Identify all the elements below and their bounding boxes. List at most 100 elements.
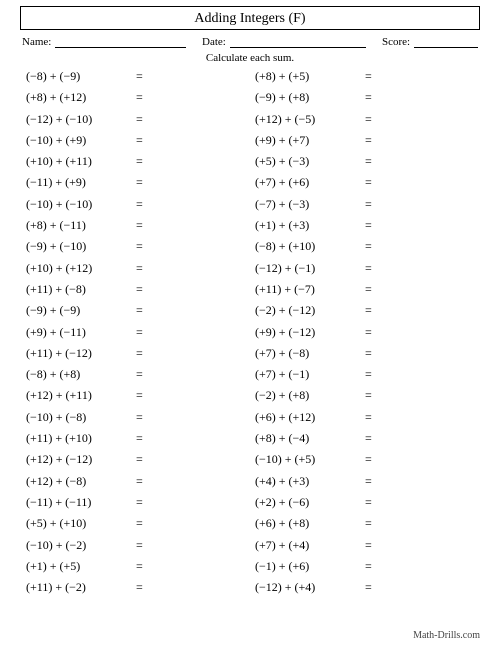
problem-expression: (−7) + (−3) xyxy=(255,198,365,210)
problem-expression: (−8) + (−9) xyxy=(26,70,136,82)
equals-sign: = xyxy=(136,240,148,252)
equals-sign: = xyxy=(136,134,148,146)
equals-sign: = xyxy=(136,368,148,380)
equals-sign: = xyxy=(136,70,148,82)
problem-row: (+5) + (−3)= xyxy=(255,155,474,167)
problem-expression: (−2) + (+8) xyxy=(255,389,365,401)
problem-expression: (−8) + (+10) xyxy=(255,240,365,252)
problem-row: (−9) + (+8)= xyxy=(255,91,474,103)
problem-row: (+10) + (+11)= xyxy=(26,155,245,167)
equals-sign: = xyxy=(136,262,148,274)
equals-sign: = xyxy=(136,432,148,444)
equals-sign: = xyxy=(136,176,148,188)
problem-expression: (−10) + (+5) xyxy=(255,453,365,465)
equals-sign: = xyxy=(365,453,377,465)
equals-sign: = xyxy=(136,453,148,465)
problem-expression: (+12) + (−8) xyxy=(26,475,136,487)
problem-row: (+1) + (+3)= xyxy=(255,219,474,231)
problem-row: (+8) + (−11)= xyxy=(26,219,245,231)
column-right: (+8) + (+5)=(−9) + (+8)=(+12) + (−5)=(+9… xyxy=(255,70,474,602)
problem-expression: (+7) + (+4) xyxy=(255,539,365,551)
equals-sign: = xyxy=(365,198,377,210)
equals-sign: = xyxy=(136,411,148,423)
problem-expression: (+4) + (+3) xyxy=(255,475,365,487)
problem-row: (+11) + (−8)= xyxy=(26,283,245,295)
problem-row: (−2) + (+8)= xyxy=(255,389,474,401)
equals-sign: = xyxy=(365,70,377,82)
name-line xyxy=(55,36,186,48)
equals-sign: = xyxy=(365,262,377,274)
equals-sign: = xyxy=(136,560,148,572)
equals-sign: = xyxy=(365,539,377,551)
equals-sign: = xyxy=(365,411,377,423)
date-label: Date: xyxy=(202,36,226,48)
problem-row: (−8) + (+10)= xyxy=(255,240,474,252)
problem-expression: (−10) + (−10) xyxy=(26,198,136,210)
problem-expression: (−9) + (−10) xyxy=(26,240,136,252)
page-title: Adding Integers (F) xyxy=(194,11,305,26)
equals-sign: = xyxy=(365,581,377,593)
equals-sign: = xyxy=(136,517,148,529)
problem-row: (−10) + (+9)= xyxy=(26,134,245,146)
problem-expression: (+11) + (−7) xyxy=(255,283,365,295)
equals-sign: = xyxy=(136,539,148,551)
equals-sign: = xyxy=(136,496,148,508)
score-line xyxy=(414,36,478,48)
problem-row: (−8) + (+8)= xyxy=(26,368,245,380)
problem-expression: (+7) + (−1) xyxy=(255,368,365,380)
problem-expression: (+9) + (−12) xyxy=(255,326,365,338)
problem-expression: (+10) + (+11) xyxy=(26,155,136,167)
name-label: Name: xyxy=(22,36,51,48)
equals-sign: = xyxy=(365,560,377,572)
equals-sign: = xyxy=(136,283,148,295)
problem-row: (−11) + (+9)= xyxy=(26,176,245,188)
problem-row: (+11) + (+10)= xyxy=(26,432,245,444)
equals-sign: = xyxy=(365,91,377,103)
problem-row: (+11) + (−2)= xyxy=(26,581,245,593)
problem-row: (+6) + (+8)= xyxy=(255,517,474,529)
equals-sign: = xyxy=(365,475,377,487)
equals-sign: = xyxy=(136,347,148,359)
problem-row: (+8) + (−4)= xyxy=(255,432,474,444)
problem-row: (−10) + (−8)= xyxy=(26,411,245,423)
problem-row: (−12) + (−10)= xyxy=(26,113,245,125)
problem-expression: (+11) + (−8) xyxy=(26,283,136,295)
problems-grid: (−8) + (−9)=(+8) + (+12)=(−12) + (−10)=(… xyxy=(20,70,480,602)
problem-row: (−12) + (−1)= xyxy=(255,262,474,274)
problem-expression: (+8) + (+5) xyxy=(255,70,365,82)
problem-expression: (+5) + (−3) xyxy=(255,155,365,167)
problem-row: (+11) + (−7)= xyxy=(255,283,474,295)
problem-expression: (+1) + (+5) xyxy=(26,560,136,572)
name-field: Name: xyxy=(22,36,202,48)
problem-row: (+8) + (+5)= xyxy=(255,70,474,82)
problem-row: (−9) + (−10)= xyxy=(26,240,245,252)
date-field: Date: xyxy=(202,36,382,48)
equals-sign: = xyxy=(365,517,377,529)
problem-row: (+12) + (−5)= xyxy=(255,113,474,125)
problem-expression: (+12) + (−12) xyxy=(26,453,136,465)
problem-expression: (+12) + (+11) xyxy=(26,389,136,401)
problem-expression: (+8) + (−4) xyxy=(255,432,365,444)
problem-expression: (−12) + (+4) xyxy=(255,581,365,593)
problem-expression: (−9) + (+8) xyxy=(255,91,365,103)
problem-expression: (+8) + (+12) xyxy=(26,91,136,103)
equals-sign: = xyxy=(365,240,377,252)
problem-row: (+11) + (−12)= xyxy=(26,347,245,359)
problem-row: (−10) + (+5)= xyxy=(255,453,474,465)
problem-row: (+12) + (+11)= xyxy=(26,389,245,401)
problem-expression: (−9) + (−9) xyxy=(26,304,136,316)
problem-expression: (+5) + (+10) xyxy=(26,517,136,529)
equals-sign: = xyxy=(136,155,148,167)
problem-row: (−2) + (−12)= xyxy=(255,304,474,316)
problem-row: (+5) + (+10)= xyxy=(26,517,245,529)
problem-row: (+6) + (+12)= xyxy=(255,411,474,423)
problem-expression: (−11) + (+9) xyxy=(26,176,136,188)
problem-expression: (+6) + (+12) xyxy=(255,411,365,423)
problem-row: (+7) + (−8)= xyxy=(255,347,474,359)
equals-sign: = xyxy=(365,155,377,167)
equals-sign: = xyxy=(136,475,148,487)
problem-row: (−8) + (−9)= xyxy=(26,70,245,82)
problem-expression: (+11) + (−12) xyxy=(26,347,136,359)
problem-expression: (−12) + (−10) xyxy=(26,113,136,125)
problem-expression: (−10) + (+9) xyxy=(26,134,136,146)
